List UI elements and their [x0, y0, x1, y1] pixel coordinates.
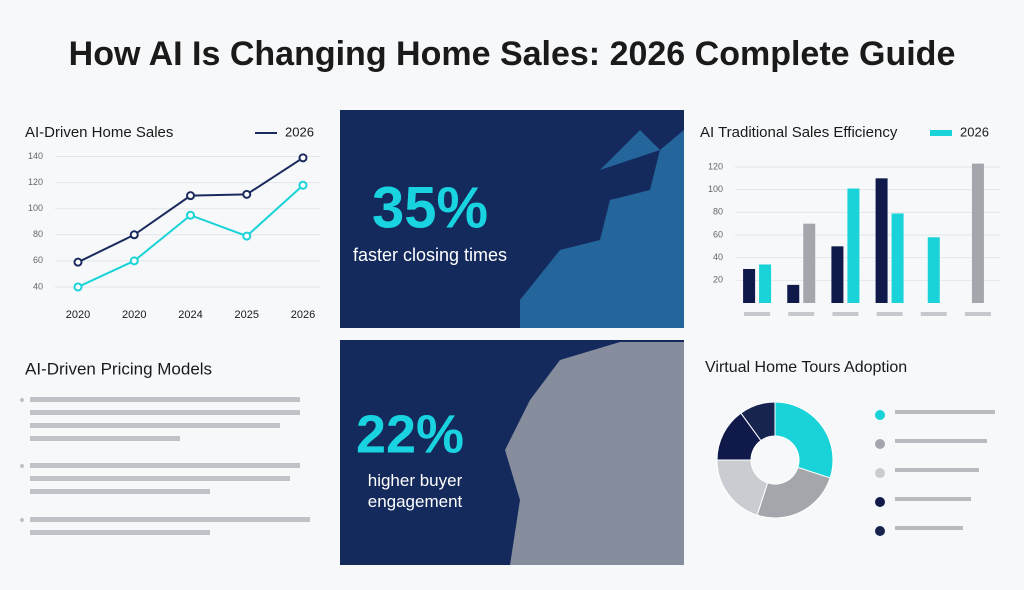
y-tick-label: 140	[28, 151, 43, 161]
x-tick-placeholder	[832, 312, 859, 316]
x-tick-label: 2025	[235, 309, 259, 321]
data-point	[186, 191, 195, 201]
map-shape	[505, 342, 684, 565]
y-tick-label: 40	[33, 281, 43, 291]
bar	[891, 213, 904, 303]
stat-caption: higher buyer engagement	[367, 471, 463, 511]
y-tick-label: 40	[713, 252, 723, 262]
data-point	[73, 282, 83, 292]
stat-value: 35%	[372, 175, 488, 240]
bar	[759, 264, 772, 303]
y-tick-label: 100	[708, 184, 723, 194]
data-point	[298, 180, 308, 190]
bar	[743, 269, 756, 303]
map-shape	[520, 130, 684, 328]
y-tick-label: 100	[28, 203, 43, 213]
legend-label: 2026	[285, 124, 314, 139]
bar	[803, 223, 816, 303]
data-point	[73, 257, 83, 267]
donut-slice	[740, 401, 776, 442]
page-title: How AI Is Changing Home Sales: 2026 Comp…	[69, 35, 956, 73]
donut-slice	[774, 401, 834, 479]
chart-title: AI Traditional Sales Efficiency	[700, 124, 898, 141]
y-tick-label: 20	[713, 275, 723, 285]
y-tick-label: 120	[708, 161, 723, 171]
stat-value: 22%	[356, 404, 464, 464]
legend-placeholder	[895, 526, 963, 530]
bar	[927, 237, 940, 303]
data-point	[298, 153, 308, 163]
legend-label: 2026	[960, 124, 989, 139]
bar	[971, 163, 984, 303]
x-tick-placeholder	[744, 312, 771, 316]
placeholder-text	[20, 397, 310, 535]
stat-caption-box: higher buyer engagement	[367, 471, 463, 511]
y-tick-label: 80	[33, 229, 43, 239]
legend-dot	[875, 526, 885, 536]
bar	[875, 178, 888, 303]
x-tick-placeholder	[964, 312, 991, 316]
legend-placeholder	[895, 439, 987, 443]
data-point	[186, 210, 195, 220]
legend-dot	[875, 410, 885, 420]
x-tick-placeholder	[788, 312, 815, 316]
data-point	[129, 230, 139, 240]
legend-placeholder	[895, 468, 979, 472]
stat-caption: faster closing times	[353, 245, 507, 265]
bar	[787, 284, 800, 303]
bar	[831, 246, 844, 303]
legend-dot	[875, 497, 885, 507]
legend-dot	[875, 468, 885, 478]
legend-placeholder	[895, 410, 995, 414]
x-tick-label: 2026	[291, 309, 315, 321]
series-line	[77, 184, 304, 288]
chart-title: Virtual Home Tours Adoption	[705, 359, 907, 376]
series-line	[77, 156, 304, 264]
donut-slice	[716, 459, 769, 516]
donut-slice	[756, 466, 831, 519]
legend-dot	[875, 439, 885, 449]
y-tick-label: 120	[28, 177, 43, 187]
x-tick-placeholder	[876, 312, 903, 316]
chart-title: AI-Driven Home Sales	[25, 124, 173, 141]
y-tick-label: 60	[713, 229, 723, 239]
x-tick-label: 2020	[122, 309, 146, 321]
legend-placeholder	[895, 497, 971, 501]
bar	[847, 188, 860, 303]
data-point	[242, 189, 252, 199]
y-tick-label: 80	[713, 207, 723, 217]
x-tick-label: 2020	[66, 309, 90, 321]
x-tick-label: 2024	[178, 309, 202, 321]
data-point	[129, 256, 139, 266]
x-tick-placeholder	[920, 312, 947, 316]
data-point	[242, 231, 252, 241]
section-heading: AI-Driven Pricing Models	[25, 359, 212, 378]
y-tick-label: 60	[33, 255, 43, 265]
